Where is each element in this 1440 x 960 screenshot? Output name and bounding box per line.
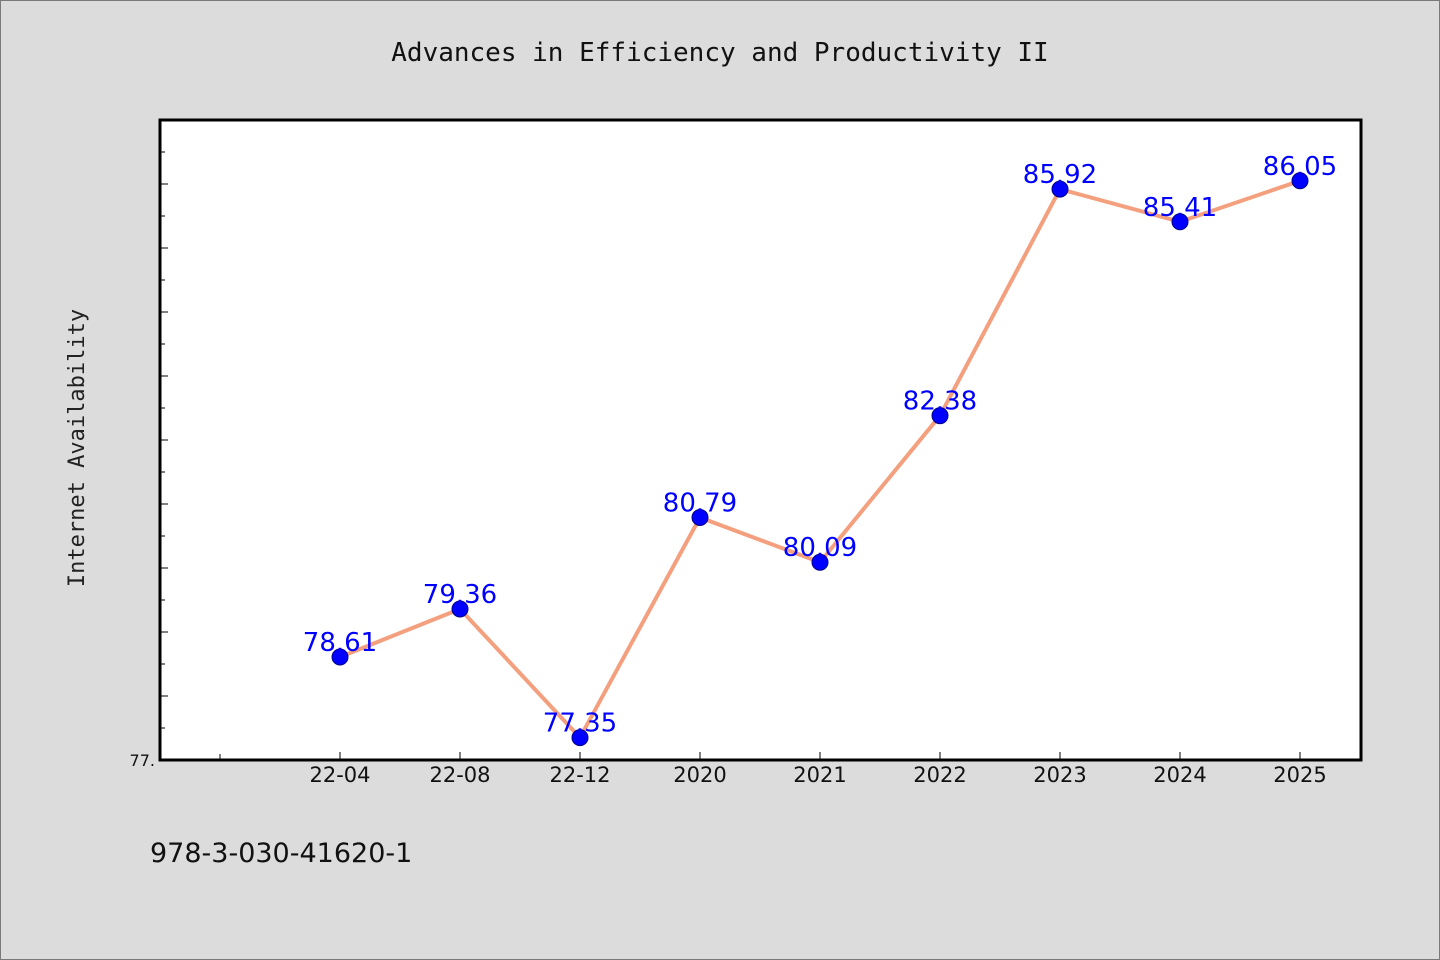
x-tick-label: 2022	[913, 763, 966, 787]
x-tick-label: 22-08	[429, 763, 490, 787]
data-label: 79.36	[423, 580, 497, 610]
x-tick-label: 2023	[1033, 763, 1086, 787]
data-point-marker	[691, 508, 709, 526]
data-point-marker	[811, 553, 829, 571]
x-axis-ticks: 22-04 22-08 22-12 2020 2021 2022 2023 2024 2025	[219, 752, 1327, 787]
data-label: 78.61	[303, 628, 377, 658]
x-tick-label: 2025	[1273, 763, 1326, 787]
x-tick-label: 2021	[793, 763, 846, 787]
data-point-marker	[1171, 213, 1189, 231]
x-tick-label: 2024	[1153, 763, 1206, 787]
y-tick-label: 77.	[130, 751, 155, 770]
data-label: 82.38	[903, 387, 977, 417]
isbn-text: 978-3-030-41620-1	[150, 838, 412, 869]
data-label: 85.92	[1023, 160, 1097, 190]
data-label: 86.05	[1263, 152, 1337, 182]
plot-area	[158, 118, 1363, 762]
data-label: 80.09	[783, 533, 857, 563]
data-point-marker	[331, 648, 349, 666]
data-point-marker	[931, 407, 949, 425]
y-axis-label: Internet Availability	[65, 309, 90, 587]
data-point-marker	[1051, 180, 1069, 198]
data-point-marker	[451, 600, 469, 618]
y-axis-ticks	[160, 119, 168, 761]
data-label: 77.35	[543, 709, 617, 739]
x-tick-label: 22-12	[549, 763, 610, 787]
data-point-marker	[571, 729, 589, 747]
series-layer: 78.61 79.36 77.35 80.79 80.09 82.38 85.92 85.41…	[303, 152, 1337, 747]
data-point-marker	[1291, 172, 1309, 190]
chart-title: Advances in Efficiency and Productivity …	[391, 38, 1048, 68]
data-label: 85.41	[1143, 193, 1217, 223]
data-label: 80.79	[663, 488, 737, 518]
x-tick-label: 22-04	[309, 763, 370, 787]
x-tick-label: 2020	[673, 763, 726, 787]
